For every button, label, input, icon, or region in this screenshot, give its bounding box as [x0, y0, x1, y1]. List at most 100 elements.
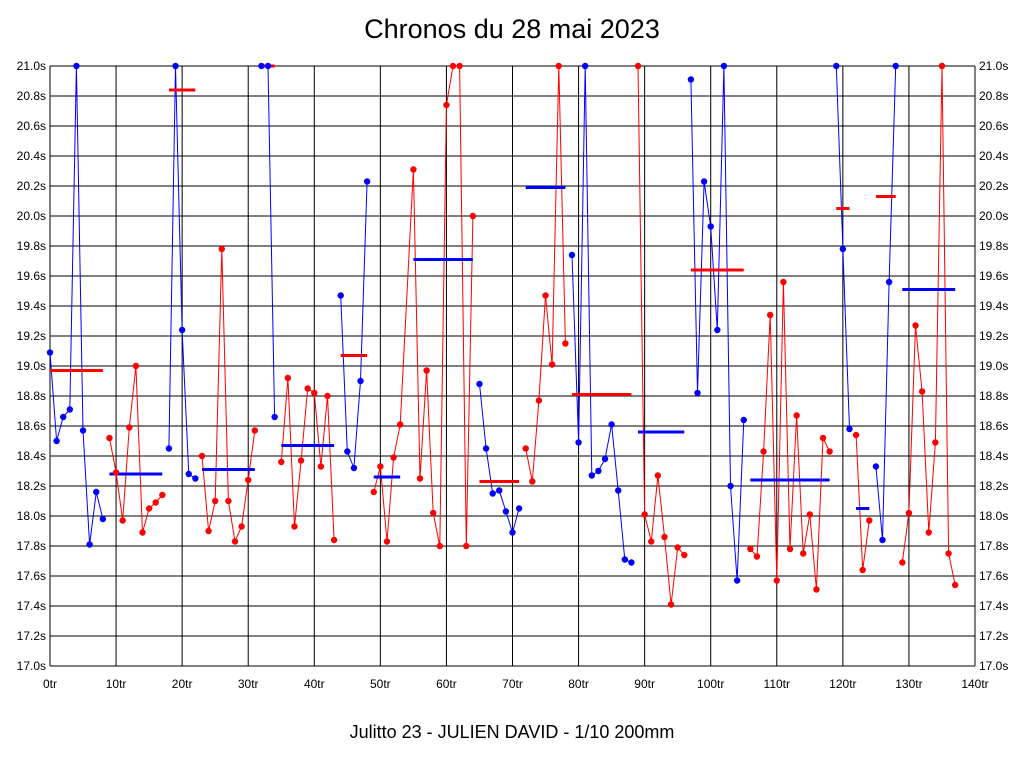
y-tick-label-left: 19.4s — [17, 299, 46, 313]
y-tick-label-right: 20.6s — [979, 119, 1008, 133]
data-point — [727, 482, 734, 490]
series-line — [875, 65, 897, 541]
data-point — [780, 278, 787, 286]
data-point — [766, 311, 774, 319]
data-point — [568, 251, 576, 259]
x-tick-label: 120tr — [829, 677, 856, 691]
data-point — [760, 448, 767, 455]
data-point — [628, 559, 635, 566]
data-point — [615, 487, 622, 494]
y-tick-label-left: 20.2s — [17, 179, 46, 193]
y-tick-label-left: 19.0s — [17, 359, 46, 373]
data-point — [337, 292, 344, 299]
y-tick-label-right: 20.2s — [979, 179, 1008, 193]
series-lines — [49, 65, 956, 605]
y-tick-label-right: 20.8s — [979, 89, 1008, 103]
data-point — [740, 416, 747, 424]
data-point — [482, 445, 490, 452]
data-point — [720, 62, 728, 70]
data-point — [839, 245, 847, 253]
data-point — [112, 469, 120, 476]
data-point — [595, 467, 602, 475]
y-tick-label-right: 19.4s — [979, 299, 1008, 313]
data-point — [60, 413, 67, 421]
data-point — [714, 326, 721, 334]
data-point — [238, 523, 245, 530]
y-tick-label-right: 20.4s — [979, 149, 1008, 163]
data-point — [297, 457, 305, 464]
series-line — [201, 248, 256, 544]
data-point — [363, 178, 371, 185]
data-point — [469, 212, 477, 220]
data-point — [278, 458, 285, 466]
data-point — [192, 475, 199, 482]
data-points — [46, 62, 959, 608]
data-point — [694, 389, 701, 397]
y-tick-label-left: 18.4s — [17, 449, 46, 463]
x-tick-label: 0tr — [43, 677, 57, 691]
data-point — [119, 517, 126, 524]
data-point — [436, 542, 444, 550]
y-tick-label-right: 17.4s — [979, 599, 1008, 613]
data-point — [899, 559, 906, 566]
y-tick-label-left: 17.6s — [17, 569, 46, 583]
y-tick-label-right: 18.6s — [979, 419, 1008, 433]
data-point — [786, 545, 794, 553]
data-point — [674, 544, 681, 551]
data-point — [423, 367, 430, 374]
data-point — [205, 527, 212, 535]
data-point — [66, 406, 74, 413]
data-point — [264, 62, 272, 70]
data-point — [859, 566, 866, 574]
data-point — [344, 448, 351, 455]
data-point — [700, 178, 708, 185]
data-point — [608, 421, 615, 428]
data-point — [707, 223, 714, 230]
x-tick-label: 110tr — [764, 677, 790, 691]
x-tick-label: 10tr — [106, 677, 127, 691]
data-point — [93, 488, 100, 496]
y-tick-label-right: 17.6s — [979, 569, 1008, 583]
data-point — [601, 455, 609, 463]
x-tick-label: 100tr — [697, 677, 724, 691]
data-point — [258, 62, 265, 70]
data-point — [932, 439, 939, 446]
data-point — [687, 76, 695, 83]
data-point — [86, 541, 93, 548]
series-line — [855, 434, 870, 571]
data-point — [793, 412, 800, 419]
data-point — [311, 389, 318, 397]
data-point — [357, 377, 364, 385]
y-tick-label-left: 18.2s — [17, 479, 46, 493]
series-line — [49, 65, 104, 545]
series-line — [525, 65, 566, 482]
series-line — [690, 65, 745, 581]
data-point — [46, 349, 54, 356]
y-tick-label-right: 18.2s — [979, 479, 1008, 493]
data-point — [211, 497, 219, 505]
data-point — [284, 374, 292, 382]
data-point — [925, 529, 932, 536]
data-point — [852, 431, 860, 439]
y-tick-label-right: 19.0s — [979, 359, 1008, 373]
data-point — [139, 529, 146, 536]
data-point — [443, 101, 450, 109]
data-point — [383, 538, 391, 545]
data-point — [522, 445, 529, 452]
data-point — [753, 553, 761, 560]
x-tick-label: 140tr — [961, 677, 988, 691]
y-tick-label-left: 18.6s — [17, 419, 46, 433]
data-point — [304, 385, 311, 392]
data-point — [317, 463, 325, 470]
x-tick-label: 70tr — [502, 677, 523, 691]
series-line — [571, 65, 632, 563]
data-point — [126, 424, 133, 431]
data-point — [463, 542, 470, 550]
chart-title: Chronos du 28 mai 2023 — [364, 14, 660, 44]
data-point — [866, 517, 873, 524]
data-point — [53, 437, 60, 445]
y-tick-label-left: 20.0s — [17, 209, 46, 223]
data-point — [588, 472, 595, 479]
series-line — [479, 383, 520, 535]
data-point — [456, 62, 463, 70]
